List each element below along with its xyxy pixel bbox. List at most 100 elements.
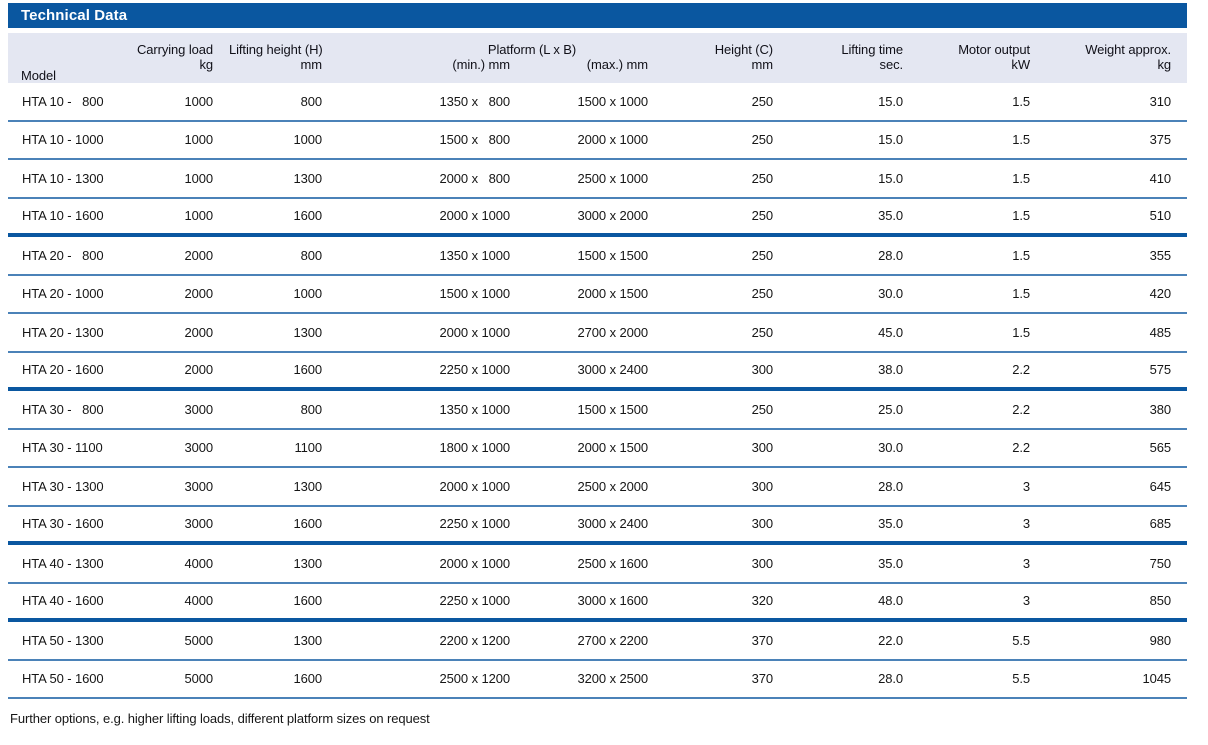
cell-lifting-height: 1600 — [229, 659, 338, 699]
cell-platform-max: 2000 x 1000 — [526, 120, 664, 160]
cell-carrying-load: 2000 — [118, 274, 229, 314]
table-row: HTA 10 - 800 1000 800 1350 x 800 1500 x … — [8, 83, 1187, 122]
header-model: Model — [8, 33, 118, 83]
table-row: HTA 10 - 1300 1000 1300 2000 x 800 2500 … — [8, 159, 1187, 199]
cell-lifting-height: 1000 — [229, 120, 338, 160]
cell-weight: 980 — [1046, 620, 1187, 661]
cell-platform-min: 2000 x 1000 — [338, 467, 526, 507]
cell-lifting-time: 30.0 — [789, 428, 919, 468]
cell-height-c: 250 — [664, 197, 789, 237]
header-carrying-load-unit: kg — [118, 57, 229, 83]
cell-motor-output: 1.5 — [919, 197, 1046, 237]
cell-height-c: 250 — [664, 235, 789, 276]
cell-height-c: 300 — [664, 428, 789, 468]
cell-weight: 575 — [1046, 351, 1187, 391]
cell-lifting-height: 800 — [229, 83, 338, 122]
cell-lifting-time: 22.0 — [789, 620, 919, 661]
cell-motor-output: 2.2 — [919, 389, 1046, 430]
cell-platform-min: 2000 x 1000 — [338, 543, 526, 584]
cell-platform-min: 1350 x 800 — [338, 83, 526, 122]
table-row: HTA 20 - 1600 2000 1600 2250 x 1000 3000… — [8, 351, 1187, 391]
cell-lifting-height: 1600 — [229, 197, 338, 237]
title-bar: Technical Data — [8, 3, 1187, 28]
header-motor-output-unit: kW — [919, 57, 1046, 83]
header-carrying-load: Carrying load — [118, 33, 229, 57]
cell-model: HTA 20 - 1300 — [8, 313, 118, 353]
cell-weight: 1045 — [1046, 659, 1187, 699]
cell-lifting-time: 48.0 — [789, 582, 919, 622]
cell-weight: 375 — [1046, 120, 1187, 160]
cell-model: HTA 20 - 1000 — [8, 274, 118, 314]
cell-motor-output: 1.5 — [919, 274, 1046, 314]
header-motor-output: Motor output — [919, 33, 1046, 57]
cell-lifting-height: 1300 — [229, 159, 338, 199]
technical-data-table: Model Carrying load Lifting height (H) P… — [8, 33, 1187, 699]
cell-weight: 685 — [1046, 505, 1187, 545]
cell-platform-min: 2000 x 800 — [338, 159, 526, 199]
cell-platform-min: 2250 x 1000 — [338, 351, 526, 391]
table-row: HTA 20 - 1300 2000 1300 2000 x 1000 2700… — [8, 313, 1187, 353]
table-row: HTA 30 - 800 3000 800 1350 x 1000 1500 x… — [8, 389, 1187, 430]
cell-height-c: 300 — [664, 467, 789, 507]
cell-height-c: 370 — [664, 620, 789, 661]
cell-model: HTA 30 - 1300 — [8, 467, 118, 507]
cell-platform-min: 1350 x 1000 — [338, 235, 526, 276]
cell-platform-max: 2500 x 1600 — [526, 543, 664, 584]
cell-platform-min: 1500 x 1000 — [338, 274, 526, 314]
cell-motor-output: 1.5 — [919, 83, 1046, 122]
cell-motor-output: 1.5 — [919, 120, 1046, 160]
cell-platform-min: 1800 x 1000 — [338, 428, 526, 468]
cell-lifting-time: 38.0 — [789, 351, 919, 391]
cell-platform-max: 1500 x 1500 — [526, 389, 664, 430]
cell-platform-max: 3200 x 2500 — [526, 659, 664, 699]
cell-lifting-time: 45.0 — [789, 313, 919, 353]
cell-lifting-time: 30.0 — [789, 274, 919, 314]
cell-model: HTA 30 - 1600 — [8, 505, 118, 545]
cell-carrying-load: 3000 — [118, 389, 229, 430]
cell-platform-max: 3000 x 2400 — [526, 351, 664, 391]
cell-weight: 645 — [1046, 467, 1187, 507]
cell-platform-min: 2000 x 1000 — [338, 197, 526, 237]
cell-carrying-load: 3000 — [118, 467, 229, 507]
cell-lifting-time: 15.0 — [789, 120, 919, 160]
cell-weight: 380 — [1046, 389, 1187, 430]
cell-model: HTA 40 - 1300 — [8, 543, 118, 584]
cell-carrying-load: 4000 — [118, 543, 229, 584]
cell-motor-output: 5.5 — [919, 620, 1046, 661]
table-row: HTA 40 - 1300 4000 1300 2000 x 1000 2500… — [8, 543, 1187, 584]
cell-platform-min: 2000 x 1000 — [338, 313, 526, 353]
page-title: Technical Data — [21, 7, 128, 24]
cell-platform-min: 1350 x 1000 — [338, 389, 526, 430]
cell-platform-max: 1500 x 1000 — [526, 83, 664, 122]
cell-lifting-height: 800 — [229, 389, 338, 430]
cell-height-c: 300 — [664, 543, 789, 584]
cell-carrying-load: 5000 — [118, 620, 229, 661]
cell-lifting-height: 1300 — [229, 620, 338, 661]
cell-lifting-height: 1000 — [229, 274, 338, 314]
header-platform-min: (min.) mm — [338, 57, 526, 83]
table-row: HTA 50 - 1600 5000 1600 2500 x 1200 3200… — [8, 659, 1187, 699]
cell-model: HTA 30 - 800 — [8, 389, 118, 430]
cell-lifting-time: 35.0 — [789, 543, 919, 584]
header-height-c: Height (C) — [664, 33, 789, 57]
cell-carrying-load: 2000 — [118, 351, 229, 391]
cell-weight: 485 — [1046, 313, 1187, 353]
cell-weight: 510 — [1046, 197, 1187, 237]
cell-lifting-time: 35.0 — [789, 505, 919, 545]
cell-model: HTA 40 - 1600 — [8, 582, 118, 622]
cell-platform-max: 3000 x 1600 — [526, 582, 664, 622]
header-lifting-height: Lifting height (H) — [229, 33, 338, 57]
cell-lifting-time: 15.0 — [789, 83, 919, 122]
cell-motor-output: 3 — [919, 543, 1046, 584]
cell-lifting-height: 1600 — [229, 351, 338, 391]
cell-lifting-time: 28.0 — [789, 659, 919, 699]
table-row: HTA 40 - 1600 4000 1600 2250 x 1000 3000… — [8, 582, 1187, 622]
table-row: HTA 10 - 1600 1000 1600 2000 x 1000 3000… — [8, 197, 1187, 237]
cell-carrying-load: 2000 — [118, 235, 229, 276]
cell-platform-max: 1500 x 1500 — [526, 235, 664, 276]
cell-model: HTA 50 - 1300 — [8, 620, 118, 661]
cell-model: HTA 50 - 1600 — [8, 659, 118, 699]
cell-platform-max: 2000 x 1500 — [526, 428, 664, 468]
cell-lifting-height: 1100 — [229, 428, 338, 468]
header-weight: Weight approx. — [1046, 33, 1187, 57]
